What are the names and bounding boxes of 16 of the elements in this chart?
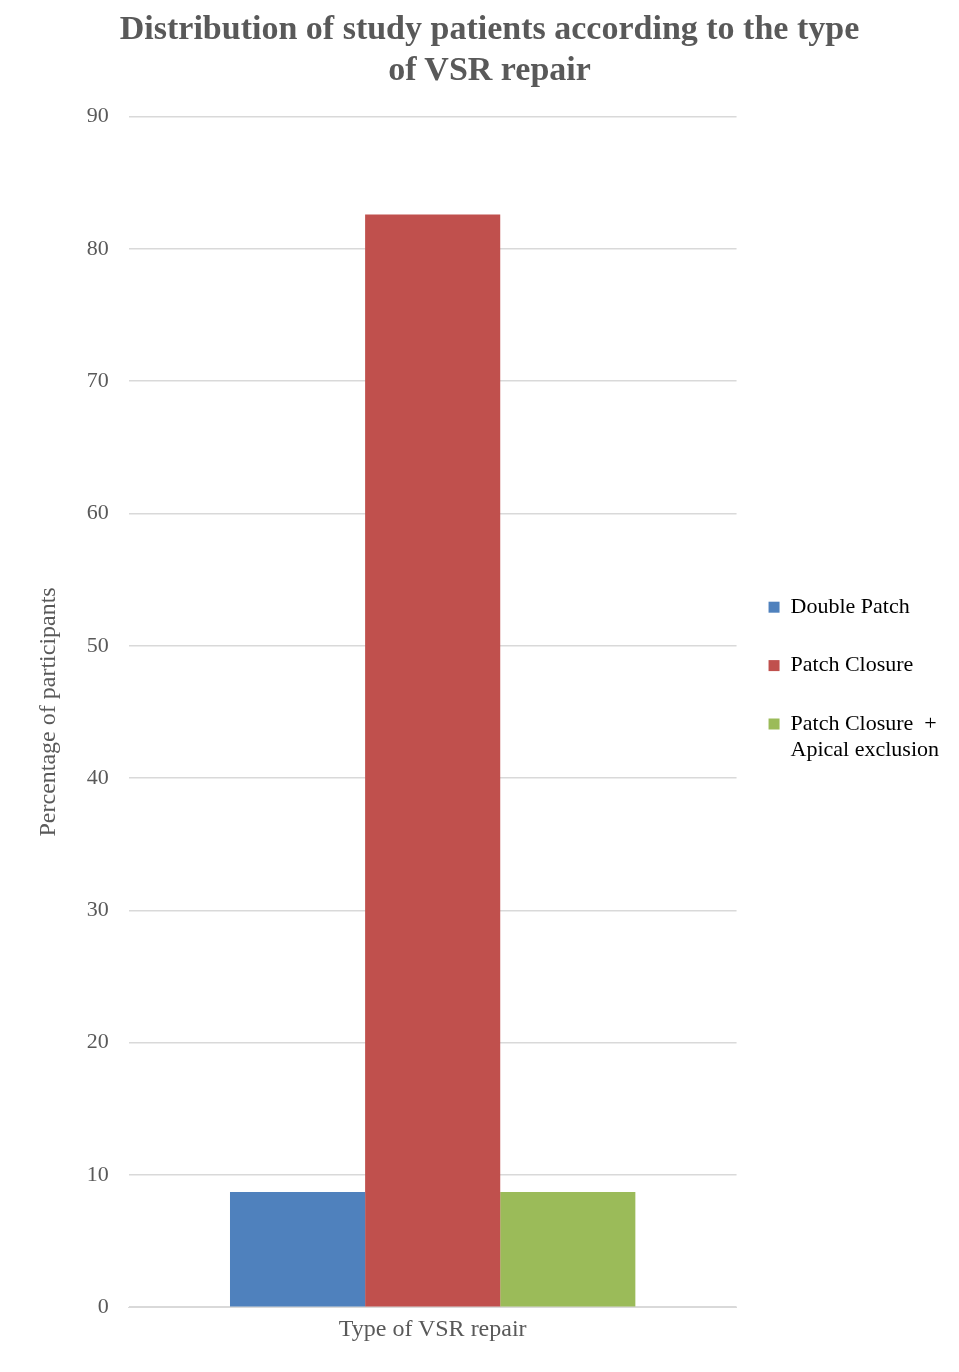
legend-label: Double Patch: [790, 592, 910, 618]
y-tick-label: 50: [86, 631, 109, 657]
y-axis-title: Percentage of participants: [33, 587, 60, 837]
y-tick-label: 80: [86, 234, 109, 260]
chart-title: Distribution of study patients according to the type of VSR repair: [119, 9, 860, 87]
legend-label: Patch Closure + Apical exclusion: [790, 709, 940, 762]
y-tick-label: 60: [86, 499, 109, 525]
y-tick-label: 30: [86, 896, 109, 922]
y-tick-label: 70: [86, 366, 109, 392]
y-tick-label: 10: [86, 1160, 109, 1186]
y-tick-label: 40: [86, 763, 109, 789]
y-tick-label: 20: [86, 1028, 109, 1054]
legend-label: Patch Closure: [790, 651, 914, 677]
y-tick-label: 90: [86, 102, 109, 128]
x-tick-label: Type of VSR repair: [338, 1314, 527, 1341]
y-tick-label: 0: [97, 1292, 109, 1318]
